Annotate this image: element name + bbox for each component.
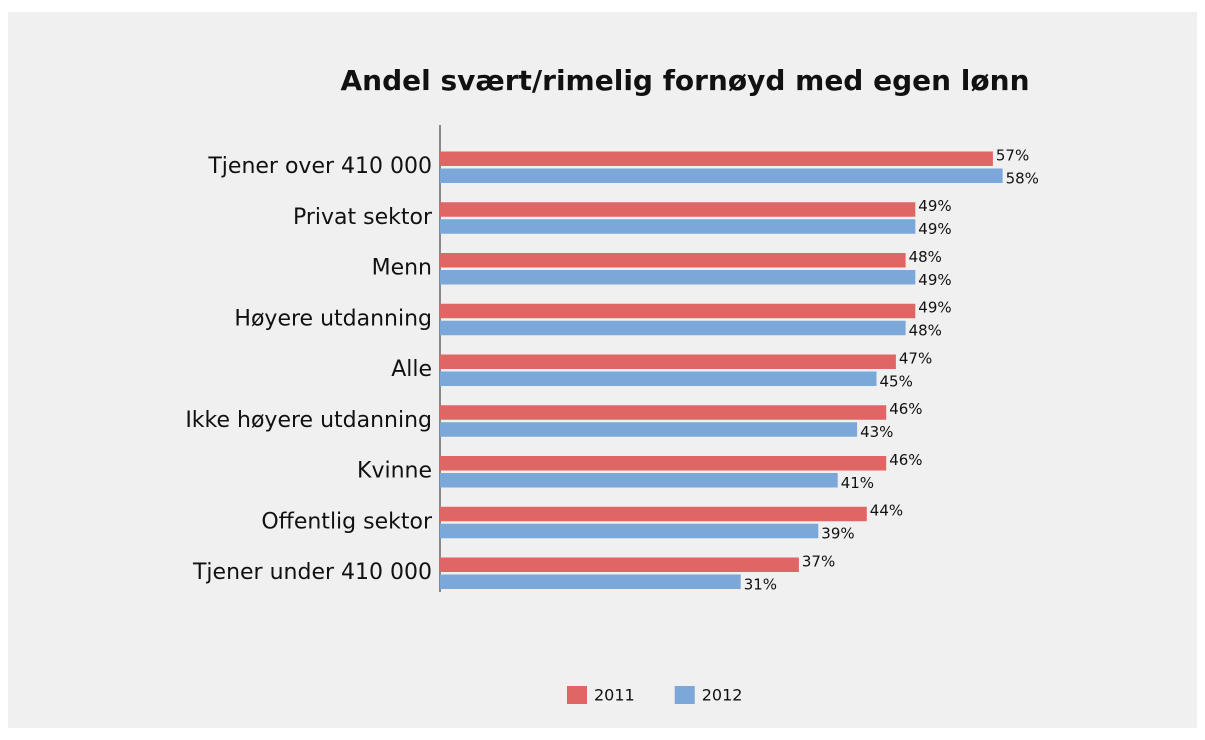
category-label: Kvinne: [357, 459, 432, 484]
value-label: 48%: [909, 322, 942, 340]
value-label: 39%: [821, 525, 854, 543]
category-label: Høyere utdanning: [234, 306, 432, 331]
bar: [440, 303, 916, 319]
category-label: Privat sektor: [293, 205, 433, 230]
bar: [440, 219, 916, 234]
legend-swatch: [567, 686, 587, 704]
value-label: 43%: [860, 423, 893, 441]
chart-title: Andel svært/rimelig fornøyd med egen løn…: [340, 64, 1029, 97]
value-label: 47%: [899, 349, 932, 367]
value-label: 46%: [889, 400, 922, 418]
value-label: 41%: [841, 474, 874, 492]
value-label: 49%: [918, 197, 951, 215]
category-label: Tjener over 410 000: [207, 154, 432, 179]
legend-label: 2011: [594, 686, 635, 705]
value-label: 49%: [918, 299, 951, 317]
legend-label: 2012: [702, 686, 743, 705]
bar: [440, 151, 993, 166]
bar: [440, 168, 1003, 183]
value-label: 44%: [870, 502, 903, 520]
bar: [440, 270, 916, 285]
category-label: Alle: [391, 357, 432, 382]
category-label: Tjener under 410 000: [192, 560, 432, 585]
bar: [440, 253, 906, 268]
bar: [440, 523, 819, 539]
bar: [440, 320, 906, 336]
value-label: 49%: [918, 220, 951, 238]
value-label: 57%: [996, 146, 1029, 164]
legend-swatch: [674, 686, 695, 704]
bar: [440, 456, 887, 471]
value-label: 46%: [889, 451, 922, 469]
bar: [440, 574, 741, 589]
bar: [440, 473, 838, 488]
category-label: Menn: [372, 256, 432, 281]
bar: [440, 557, 799, 572]
value-label: 31%: [744, 575, 777, 593]
bar: [440, 506, 867, 522]
bar: [440, 422, 858, 437]
value-label: 37%: [802, 552, 835, 570]
category-label: Offentlig sektor: [261, 509, 433, 534]
value-label: 45%: [880, 372, 913, 390]
bar: [440, 354, 896, 369]
value-label: 49%: [918, 271, 951, 289]
value-label: 58%: [1006, 169, 1039, 187]
bar: [440, 202, 916, 217]
category-label: Ikke høyere utdanning: [185, 408, 432, 433]
bar: [440, 371, 877, 386]
value-label: 48%: [909, 248, 942, 266]
panel: [8, 12, 1197, 728]
bar: [440, 405, 887, 420]
